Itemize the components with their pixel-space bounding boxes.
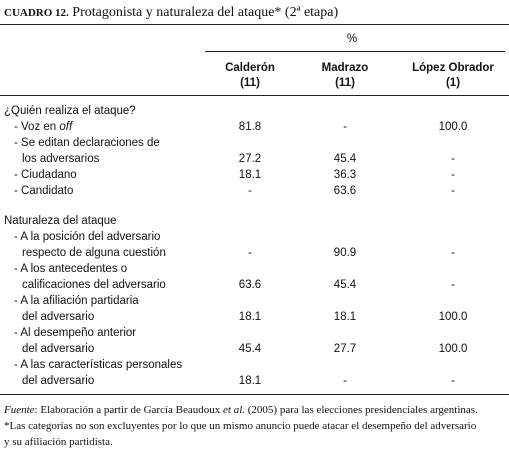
cell: 63.6 [333, 185, 357, 197]
table-number: CUADRO 12. [4, 7, 69, 19]
section-heading: ¿Quién realiza el ataque? [4, 105, 136, 117]
column-header: López Obrador [412, 62, 494, 74]
text-part: : Elaboración a partir de García Beaudou… [34, 404, 223, 416]
row-label: los adversarios [22, 153, 100, 165]
column-count: (11) [240, 77, 260, 89]
cell: 27.7 [333, 343, 357, 355]
row-label: - Voz en off [14, 120, 72, 134]
cell: - [451, 169, 455, 181]
row-label: - Al desempeño anterior [14, 327, 137, 339]
cell: 90.9 [333, 247, 357, 259]
cell: 36.3 [333, 169, 357, 181]
text-part: y su afiliación partidista. [4, 436, 113, 448]
section-heading: Naturaleza del ataque [4, 215, 117, 227]
cell: 18.1 [333, 311, 357, 323]
column-count: (11) [335, 77, 355, 89]
footnote: Fuente: Elaboración a partir de García B… [4, 403, 478, 417]
rule [0, 394, 509, 395]
column-count: (1) [445, 77, 461, 89]
cell: 18.1 [238, 311, 262, 323]
row-label: - A la posición del adversario [14, 231, 161, 243]
cell: 45.4 [238, 343, 262, 355]
cell: 100.0 [438, 311, 468, 323]
unit-header: % [346, 33, 358, 45]
column-header: Calderón [225, 62, 275, 74]
row-label: respecto de alguna cuestión [22, 247, 166, 259]
title: CUADRO 12. Protagonista y naturaleza del… [4, 4, 338, 22]
text-part: (2005) para las elecciones presidenciale… [245, 404, 478, 416]
cell: - [248, 247, 252, 259]
cell: 18.1 [238, 169, 262, 181]
cell: - [451, 153, 455, 165]
title-text: Protagonista y naturaleza del ataque* (2… [72, 5, 339, 20]
cell: 81.8 [238, 121, 262, 133]
row-label: del adversario [22, 311, 95, 323]
row-label: - A las características personales [14, 359, 183, 371]
row-label: del adversario [22, 375, 95, 387]
text-part: - Voz en [14, 121, 60, 133]
cell: - [451, 279, 455, 291]
footnote: *Las categorías no son excluyentes por l… [4, 419, 476, 433]
cell: 100.0 [438, 343, 468, 355]
column-header: Madrazo [321, 62, 369, 74]
cell: - [451, 185, 455, 197]
text-part: *Las categorías no son excluyentes por l… [4, 420, 477, 432]
row-label: - Ciudadano [14, 169, 77, 181]
text-part: Fuente [4, 404, 35, 416]
row-label: - Se editan declaraciones de [14, 137, 160, 149]
rule [0, 24, 509, 25]
cell: 45.4 [333, 279, 357, 291]
cell: 45.4 [333, 153, 357, 165]
cell: - [451, 375, 455, 387]
row-label: del adversario [22, 343, 95, 355]
row-label: calificaciones del adversario [22, 279, 166, 291]
row-label: - A la afiliación partidaria [14, 295, 139, 307]
cell: 27.2 [238, 153, 262, 165]
footnote: y su afiliación partidista. [4, 435, 113, 449]
cell: - [343, 121, 347, 133]
cell: - [248, 185, 252, 197]
cell: 18.1 [238, 375, 262, 387]
cell: - [451, 247, 455, 259]
row-label: - Candidato [14, 185, 74, 197]
text-part: et al. [223, 404, 245, 416]
rule [0, 95, 509, 96]
cell: 100.0 [438, 121, 468, 133]
cell: - [343, 375, 347, 387]
text-part: off [59, 121, 73, 133]
row-label: - A los antecedentes o [14, 263, 128, 275]
rule [205, 51, 505, 52]
cell: 63.6 [238, 279, 262, 291]
